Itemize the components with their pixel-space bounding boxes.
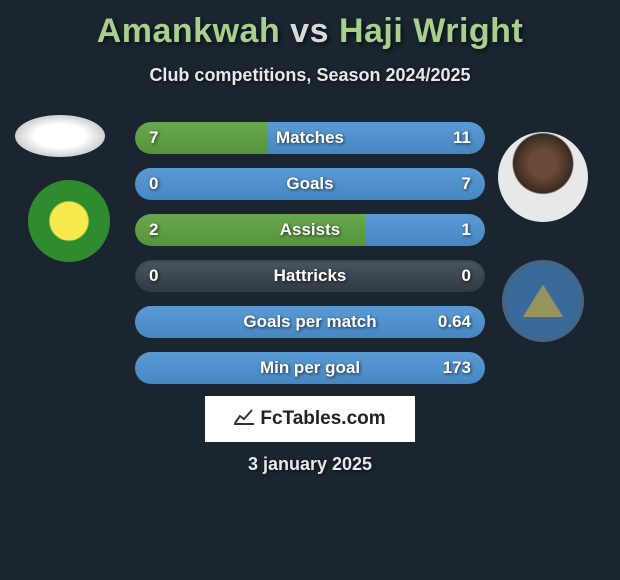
- brand-badge: FcTables.com: [205, 396, 415, 442]
- stat-value-left: 0: [149, 168, 158, 200]
- player1-club-badge: [28, 180, 110, 262]
- title-player2: Haji Wright: [339, 12, 523, 50]
- stat-row: Goals0 7: [135, 168, 485, 200]
- stat-label: Matches: [135, 122, 485, 154]
- stat-value-right: 173: [443, 352, 471, 384]
- stat-label: Assists: [135, 214, 485, 246]
- stat-value-right: 11: [453, 122, 471, 154]
- stat-value-left: 2: [149, 214, 158, 246]
- brand-text: FcTables.com: [260, 408, 385, 430]
- footer-date: 3 january 2025: [0, 454, 620, 475]
- stat-value-right: 0: [462, 260, 471, 292]
- stat-row: Hattricks0 0: [135, 260, 485, 292]
- stat-value-right: 7: [462, 168, 471, 200]
- stat-label: Goals per match: [135, 306, 485, 338]
- page-title: Amankwah vs Haji Wright: [0, 12, 620, 51]
- stat-label: Hattricks: [135, 260, 485, 292]
- player2-avatar: [498, 132, 588, 222]
- title-vs: vs: [290, 12, 329, 50]
- stat-row: Assists2 1: [135, 214, 485, 246]
- stats-bars: Matches711Goals07Assists21Hattricks00Goa…: [135, 122, 485, 398]
- stat-value-left: 0: [149, 260, 158, 292]
- stat-label: Min per goal: [135, 352, 485, 384]
- infographic-root: Amankwah vs Haji Wright Club competition…: [0, 0, 620, 580]
- player2-club-badge: [502, 260, 584, 342]
- chart-icon: [234, 409, 254, 430]
- stat-row: Goals per match0.64: [135, 306, 485, 338]
- stat-row: Min per goal173: [135, 352, 485, 384]
- stat-value-right: 1: [462, 214, 471, 246]
- stat-label: Goals: [135, 168, 485, 200]
- stat-value-left: 7: [149, 122, 158, 154]
- stat-row: Matches7 11: [135, 122, 485, 154]
- subtitle: Club competitions, Season 2024/2025: [0, 65, 620, 86]
- player1-avatar: [15, 115, 105, 157]
- title-player1: Amankwah: [97, 12, 281, 50]
- stat-value-right: 0.64: [438, 306, 471, 338]
